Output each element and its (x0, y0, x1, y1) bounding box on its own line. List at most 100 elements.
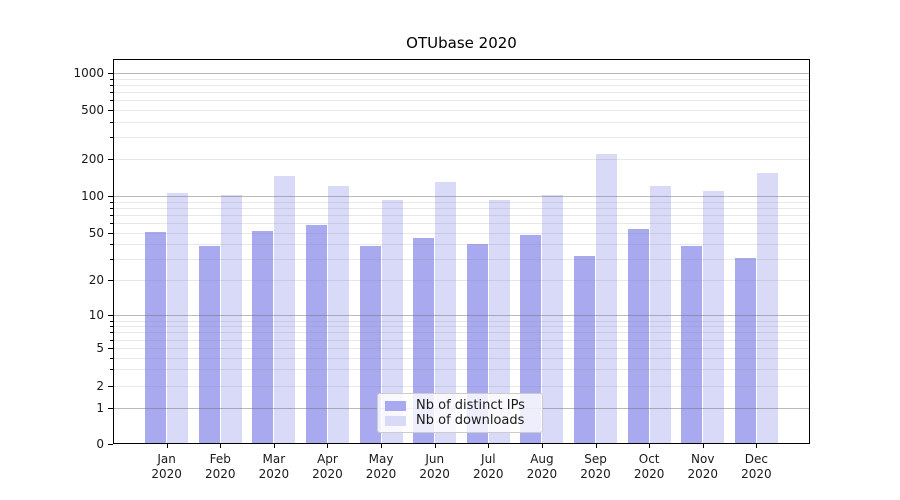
x-tick-label: Nov 2020 (675, 452, 731, 482)
x-tick-mark (756, 444, 758, 448)
x-tick-mark (434, 444, 436, 448)
legend-swatch (385, 415, 406, 426)
y-tick-mark (108, 110, 113, 111)
gridline-minor (113, 369, 810, 371)
x-tick-month: May (368, 452, 394, 466)
y-minor-tick-mark (110, 84, 113, 86)
gridline-minor (113, 223, 810, 225)
x-tick-mark (649, 444, 651, 448)
x-tick-year: 2020 (151, 467, 182, 481)
y-minor-tick-mark (110, 92, 113, 94)
legend: Nb of distinct IPs Nb of downloads (377, 393, 543, 433)
gridline-minor (113, 339, 810, 341)
gridline-minor (113, 320, 810, 322)
legend-swatch (385, 400, 406, 411)
y-tick-mark (108, 158, 113, 160)
y-tick-mark (108, 348, 113, 350)
x-tick-year: 2020 (741, 467, 772, 481)
legend-label: Nb of downloads (416, 413, 525, 428)
bar-distinct-ips (305, 225, 327, 444)
x-tick-label: Dec 2020 (728, 452, 784, 482)
gridline-minor (113, 158, 810, 160)
gridline-minor (113, 100, 810, 102)
gridline-minor (113, 84, 810, 86)
gridline-minor (113, 357, 810, 359)
bar-distinct-ips (252, 231, 274, 444)
y-minor-tick-mark (110, 259, 113, 261)
y-tick-mark (108, 385, 113, 387)
x-tick-year: 2020 (204, 467, 236, 481)
bar-downloads (381, 200, 403, 444)
gridline-major (113, 73, 810, 74)
x-tick-label: Mar 2020 (246, 452, 302, 482)
y-minor-tick-mark (110, 100, 113, 102)
x-tick-mark (327, 444, 329, 448)
x-tick-month: Mar (262, 452, 286, 466)
gridline-minor (113, 121, 810, 123)
x-tick-year: 2020 (258, 467, 290, 481)
y-minor-tick-mark (110, 137, 113, 139)
bar-downloads (274, 176, 296, 444)
gridline-minor (113, 332, 810, 334)
bar-downloads (542, 195, 564, 444)
x-tick-year: 2020 (580, 467, 611, 481)
x-tick-year: 2020 (419, 467, 450, 481)
y-minor-tick-mark (110, 357, 113, 359)
x-tick-year: 2020 (312, 467, 343, 481)
bar-downloads (488, 200, 510, 444)
y-minor-tick-mark (110, 320, 113, 322)
x-tick-mark (220, 444, 222, 448)
gridline-minor (113, 78, 810, 80)
bar-downloads (220, 195, 242, 444)
gridline-minor (113, 244, 810, 246)
bar-downloads (756, 173, 778, 444)
bar-distinct-ips (734, 258, 756, 444)
x-tick-month: Sep (584, 452, 607, 466)
x-tick-label: Apr 2020 (299, 452, 355, 482)
y-minor-tick-mark (110, 369, 113, 371)
x-tick-year: 2020 (633, 467, 665, 481)
bar-downloads (703, 191, 725, 444)
legend-item: Nb of downloads (385, 413, 534, 428)
gridline-minor (113, 385, 810, 387)
y-tick-label: 200 (81, 151, 104, 166)
bar-distinct-ips (574, 256, 596, 444)
bar-downloads (649, 186, 671, 444)
bar-distinct-ips (520, 235, 542, 444)
y-tick-mark (108, 195, 113, 197)
x-tick-month: Jun (425, 452, 445, 466)
y-minor-tick-mark (110, 207, 113, 209)
x-tick-year: 2020 (526, 467, 558, 481)
gridline-major (113, 315, 810, 317)
gridline-minor (113, 110, 810, 111)
x-tick-label: Jul 2020 (460, 452, 516, 482)
x-tick-label: Oct 2020 (621, 452, 677, 482)
x-tick-month: Nov (691, 452, 715, 466)
y-tick-label: 1 (96, 400, 104, 415)
bar-downloads (435, 182, 457, 444)
gridline-major (113, 195, 810, 197)
y-minor-tick-mark (110, 326, 113, 328)
y-tick-mark (108, 444, 113, 445)
gridline-minor (113, 348, 810, 350)
x-tick-month: Aug (530, 452, 554, 466)
gridline-minor (113, 232, 810, 234)
legend-item: Nb of distinct IPs (385, 398, 534, 413)
x-tick-mark (702, 444, 704, 448)
x-tick-month: Apr (317, 452, 338, 466)
x-tick-mark (488, 444, 490, 448)
gridline-minor (113, 207, 810, 209)
y-tick-label: 2 (96, 378, 104, 393)
x-tick-mark (273, 444, 275, 448)
x-tick-month: Oct (638, 452, 660, 466)
x-tick-year: 2020 (687, 467, 719, 481)
y-tick-label: 20 (88, 272, 104, 287)
y-minor-tick-mark (110, 339, 113, 341)
x-tick-year: 2020 (365, 467, 397, 481)
bar-distinct-ips (627, 229, 649, 444)
bar-downloads (596, 154, 618, 444)
y-minor-tick-mark (110, 201, 113, 203)
x-tick-month: Jul (481, 452, 496, 466)
y-minor-tick-mark (110, 332, 113, 334)
